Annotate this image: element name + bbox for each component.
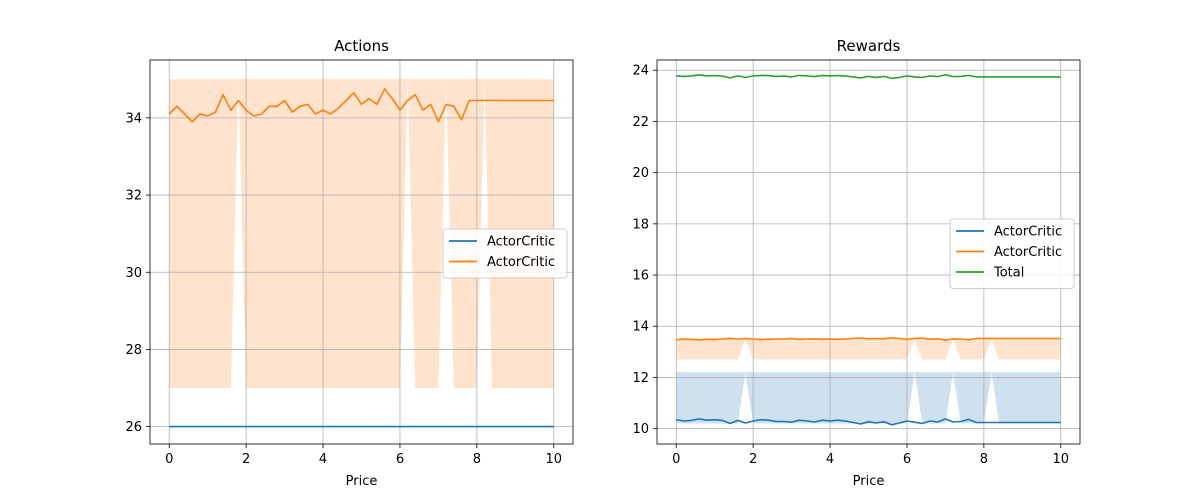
actions-ytick-label-3: 32 bbox=[125, 189, 142, 204]
actions-lines bbox=[168, 88, 554, 428]
rewards-axes-frame bbox=[656, 59, 1081, 445]
actions-chart: 0 2 4 6 8 10 26 28 30 32 34 Actions Price ActorCri… bbox=[125, 37, 574, 489]
rewards-ytick-label-2: 14 bbox=[632, 320, 649, 335]
actions-series-line-1 bbox=[168, 88, 554, 123]
actions-xtick-label-0: 0 bbox=[165, 452, 173, 467]
rewards-band-1 bbox=[676, 339, 1061, 360]
rewards-bands bbox=[676, 339, 1061, 424]
rewards-xtick-label-3: 6 bbox=[903, 452, 911, 467]
rewards-xtick-label-5: 10 bbox=[1052, 452, 1069, 467]
actions-title: Actions bbox=[334, 37, 389, 55]
actions-ytick-label-2: 30 bbox=[125, 266, 142, 281]
rewards-xtick-label-4: 8 bbox=[980, 452, 988, 467]
rewards-ytick-label-3: 16 bbox=[632, 269, 649, 284]
actions-xtick-label-1: 2 bbox=[242, 452, 250, 467]
rewards-xtick-label-1: 2 bbox=[749, 452, 757, 467]
rewards-xtick-label-0: 0 bbox=[672, 452, 680, 467]
rewards-ytick-label-5: 20 bbox=[632, 166, 649, 181]
rewards-series-line-2 bbox=[676, 74, 1061, 80]
actions-xtick-label-2: 4 bbox=[319, 452, 327, 467]
actions-ytick-label-0: 26 bbox=[125, 420, 142, 435]
actions-bands bbox=[169, 79, 554, 389]
actions-xtick-label-4: 8 bbox=[473, 452, 481, 467]
actions-legend: ActorCritic ActorCritic bbox=[442, 228, 568, 279]
rewards-legend-label-0: ActorCritic bbox=[994, 225, 1062, 240]
rewards-ytick-label-6: 22 bbox=[632, 115, 649, 130]
rewards-grid bbox=[657, 60, 1080, 444]
rewards-legend: ActorCritic ActorCritic Total bbox=[949, 218, 1075, 289]
rewards-xlabel: Price bbox=[853, 474, 885, 489]
rewards-series-line-1 bbox=[676, 336, 1061, 341]
actions-band-1 bbox=[169, 79, 554, 389]
rewards-title: Rewards bbox=[837, 37, 901, 55]
actions-legend-label-1: ActorCritic bbox=[487, 255, 555, 270]
rewards-band-0 bbox=[676, 372, 1061, 424]
rewards-series-line-0 bbox=[676, 418, 1061, 426]
rewards-xtick-label-2: 4 bbox=[826, 452, 834, 467]
actions-legend-label-0: ActorCritic bbox=[487, 235, 555, 250]
rewards-ytick-label-0: 10 bbox=[632, 422, 649, 437]
actions-xlabel: Price bbox=[346, 474, 378, 489]
actions-ticks: 0 2 4 6 8 10 26 28 30 32 34 bbox=[125, 111, 562, 467]
actions-ytick-label-1: 28 bbox=[125, 343, 142, 358]
rewards-ytick-label-7: 24 bbox=[632, 64, 649, 79]
actions-xtick-label-5: 10 bbox=[545, 452, 562, 467]
actions-axes-frame bbox=[149, 59, 574, 445]
actions-xtick-label-3: 6 bbox=[396, 452, 404, 467]
actions-ytick-label-4: 34 bbox=[125, 111, 142, 126]
rewards-ytick-label-4: 18 bbox=[632, 217, 649, 232]
rewards-legend-label-1: ActorCritic bbox=[994, 245, 1062, 260]
rewards-lines bbox=[676, 74, 1061, 426]
rewards-legend-label-2: Total bbox=[993, 266, 1024, 281]
rewards-ytick-label-1: 12 bbox=[632, 371, 649, 386]
